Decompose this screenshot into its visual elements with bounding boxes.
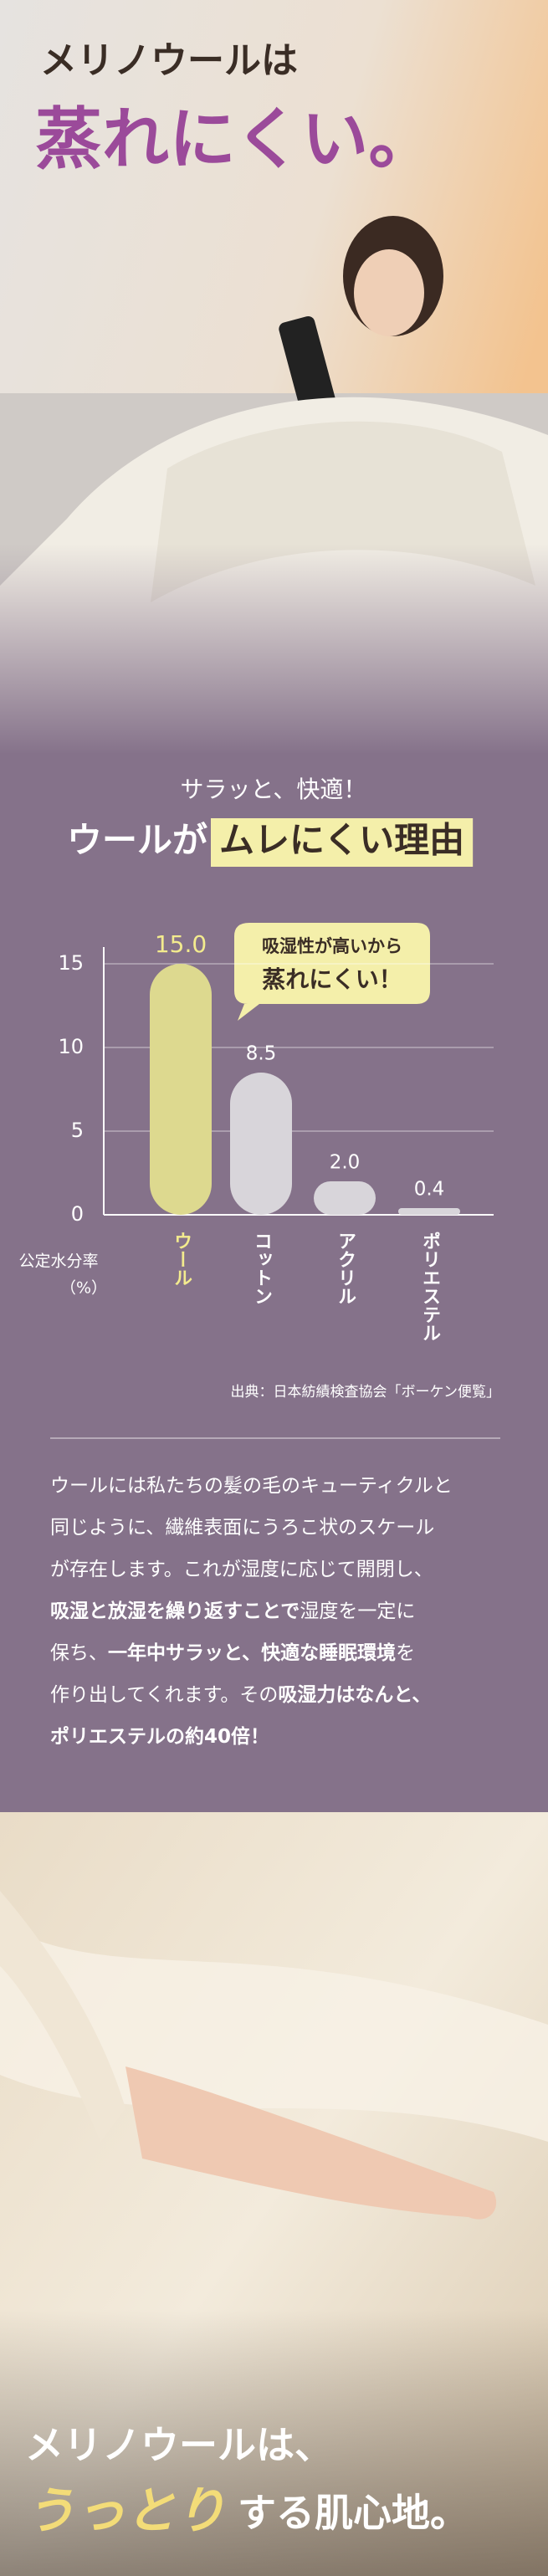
bar: [150, 964, 212, 1215]
body-text-segment: 吸湿力はなんと、: [278, 1684, 431, 1706]
hero-line2: 蒸れにくい。: [35, 100, 435, 178]
footer-shade: [0, 2309, 548, 2576]
hand: [125, 2066, 497, 2220]
x-tick-label: ポリエステル: [419, 1232, 440, 1342]
value-label: 0.4: [414, 1179, 445, 1201]
y-tick-label: 10: [58, 1035, 84, 1058]
y-tick-label: 0: [71, 1202, 84, 1226]
highlight-box: [211, 818, 474, 867]
value-label: 8.5: [246, 1043, 277, 1065]
callout-line2: 蒸れにくい！: [262, 965, 402, 993]
body-text: ウールには私たちの髪の毛のキューティクルと同じように、繊維表面にうろこ状のスケー…: [50, 1475, 453, 1748]
reason-title: ウールが: [67, 820, 207, 861]
person-face: [354, 249, 424, 336]
phone: [279, 315, 335, 412]
hero-fade: [0, 544, 548, 755]
body-text-segment: 一年中サラッと、快適な睡眠環境: [108, 1641, 396, 1664]
x-tick-label: ウール: [171, 1232, 192, 1287]
source: 出典：日本紡績検査協会「ボーケン便覧」: [231, 1384, 501, 1401]
bar: [230, 1073, 292, 1215]
body-text-segment: 同じように、繊維表面にうろこ状のスケール: [50, 1517, 434, 1539]
body-text-segment: 湿度を一定に: [300, 1600, 415, 1622]
y-axis-unit: （%）: [60, 1279, 107, 1298]
body-text-segment: ポリエステルの約40倍！: [50, 1725, 269, 1748]
body-text-segment: 作り出してくれます。その: [50, 1684, 278, 1706]
footer-accent: うっとり: [25, 2482, 226, 2541]
body-text-segment: 保ち、: [50, 1642, 108, 1664]
x-tick-label: アクリル: [335, 1232, 356, 1305]
callout-line1: 吸湿性が高いから: [262, 936, 402, 956]
reason-highlight: ムレにくい理由: [219, 820, 464, 861]
reason-lead: サラッと、快適！: [181, 776, 367, 803]
value-label: 2.0: [330, 1152, 361, 1174]
bar: [314, 1181, 376, 1215]
footer-line1: メリノウールは、: [25, 2423, 333, 2468]
bar: [398, 1208, 460, 1215]
sleeve: [0, 1891, 125, 2142]
body-text-segment: を: [396, 1642, 415, 1664]
footer-rest: する肌心地。: [238, 2491, 469, 2536]
body-text-segment: 吸湿と放湿を繰り返すことで: [50, 1600, 300, 1622]
x-tick-label: コットン: [251, 1232, 272, 1305]
value-label: 15.0: [155, 930, 207, 958]
callout: [234, 923, 430, 1021]
body-text-segment: ウールには私たちの髪の毛のキューティクルと: [50, 1475, 453, 1497]
y-tick-label: 5: [71, 1119, 84, 1142]
hero-line1: メリノウールは: [40, 39, 298, 82]
y-tick-label: 15: [58, 951, 84, 975]
body-text-segment: が存在します。これが湿度に応じて開閉し、: [50, 1559, 433, 1580]
y-axis-label: 公定水分率: [18, 1252, 98, 1271]
